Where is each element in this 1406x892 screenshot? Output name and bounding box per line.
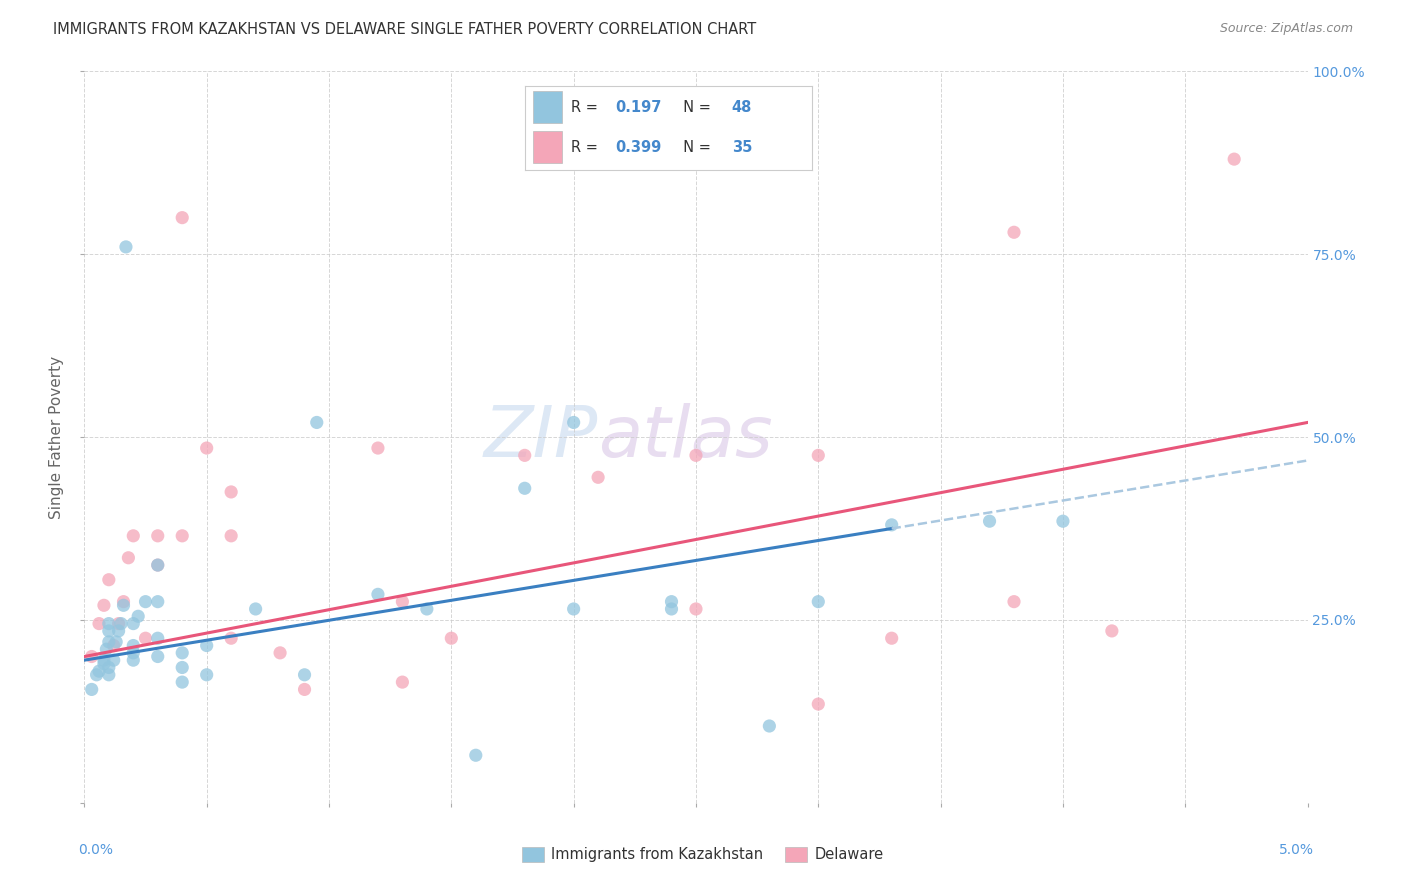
Point bbox=[807, 448, 830, 462]
Point bbox=[135, 594, 157, 608]
Point bbox=[87, 616, 110, 631]
Point bbox=[219, 485, 242, 500]
Point bbox=[105, 635, 128, 649]
Point bbox=[979, 514, 1001, 528]
Point bbox=[93, 599, 115, 613]
Point bbox=[103, 639, 125, 653]
Point bbox=[172, 529, 194, 543]
Point bbox=[97, 573, 120, 587]
Point bbox=[513, 448, 536, 462]
Point bbox=[245, 602, 267, 616]
Point bbox=[122, 529, 145, 543]
Point bbox=[122, 646, 145, 660]
Point bbox=[97, 660, 120, 674]
Point bbox=[97, 667, 120, 681]
Point bbox=[294, 682, 316, 697]
Text: 0.0%: 0.0% bbox=[79, 843, 114, 857]
Point bbox=[586, 470, 609, 484]
Point bbox=[367, 587, 389, 601]
Point bbox=[880, 632, 903, 646]
Point bbox=[135, 632, 157, 646]
Point bbox=[86, 667, 108, 681]
Point bbox=[80, 682, 103, 697]
Point bbox=[97, 616, 120, 631]
Point bbox=[127, 609, 149, 624]
Point bbox=[391, 675, 413, 690]
Point bbox=[880, 517, 903, 532]
Point bbox=[112, 594, 135, 608]
Point bbox=[195, 667, 218, 681]
Text: 5.0%: 5.0% bbox=[1278, 843, 1313, 857]
Point bbox=[513, 481, 536, 495]
Point bbox=[807, 697, 830, 711]
Point bbox=[97, 624, 120, 638]
Point bbox=[117, 550, 139, 565]
Point bbox=[93, 653, 115, 667]
Point bbox=[112, 599, 135, 613]
Point bbox=[146, 594, 169, 608]
Point bbox=[96, 642, 118, 657]
Point bbox=[122, 616, 145, 631]
Point bbox=[195, 441, 218, 455]
Point bbox=[146, 558, 169, 573]
Point bbox=[305, 416, 328, 430]
Point bbox=[685, 602, 707, 616]
Point bbox=[661, 594, 683, 608]
Point bbox=[172, 646, 194, 660]
Point bbox=[103, 653, 125, 667]
Legend: Immigrants from Kazakhstan, Delaware: Immigrants from Kazakhstan, Delaware bbox=[517, 843, 889, 867]
Point bbox=[391, 594, 413, 608]
Point bbox=[97, 635, 120, 649]
Point bbox=[1223, 152, 1246, 166]
Point bbox=[1002, 225, 1025, 239]
Point bbox=[1052, 514, 1074, 528]
Text: ZIP: ZIP bbox=[484, 402, 598, 472]
Point bbox=[110, 616, 132, 631]
Point bbox=[115, 240, 138, 254]
Point bbox=[416, 602, 439, 616]
Point bbox=[146, 649, 169, 664]
Text: IMMIGRANTS FROM KAZAKHSTAN VS DELAWARE SINGLE FATHER POVERTY CORRELATION CHART: IMMIGRANTS FROM KAZAKHSTAN VS DELAWARE S… bbox=[53, 22, 756, 37]
Point bbox=[146, 632, 169, 646]
Point bbox=[195, 639, 218, 653]
Point bbox=[661, 602, 683, 616]
Point bbox=[87, 664, 110, 678]
Point bbox=[146, 558, 169, 573]
Point bbox=[172, 675, 194, 690]
Point bbox=[294, 667, 316, 681]
Point bbox=[440, 632, 463, 646]
Point bbox=[1101, 624, 1123, 638]
Point bbox=[93, 657, 115, 671]
Y-axis label: Single Father Poverty: Single Father Poverty bbox=[49, 356, 65, 518]
Text: atlas: atlas bbox=[598, 402, 773, 472]
Point bbox=[562, 602, 585, 616]
Point bbox=[122, 653, 145, 667]
Point bbox=[219, 529, 242, 543]
Point bbox=[219, 632, 242, 646]
Point bbox=[464, 748, 486, 763]
Point bbox=[269, 646, 291, 660]
Point bbox=[107, 616, 129, 631]
Point bbox=[367, 441, 389, 455]
Point bbox=[807, 594, 830, 608]
Point bbox=[562, 416, 585, 430]
Point bbox=[107, 624, 129, 638]
Point bbox=[122, 639, 145, 653]
Point bbox=[80, 649, 103, 664]
Point bbox=[146, 529, 169, 543]
Point bbox=[685, 448, 707, 462]
Point bbox=[172, 660, 194, 674]
Text: Source: ZipAtlas.com: Source: ZipAtlas.com bbox=[1219, 22, 1353, 36]
Point bbox=[172, 211, 194, 225]
Point bbox=[1002, 594, 1025, 608]
Point bbox=[758, 719, 780, 733]
